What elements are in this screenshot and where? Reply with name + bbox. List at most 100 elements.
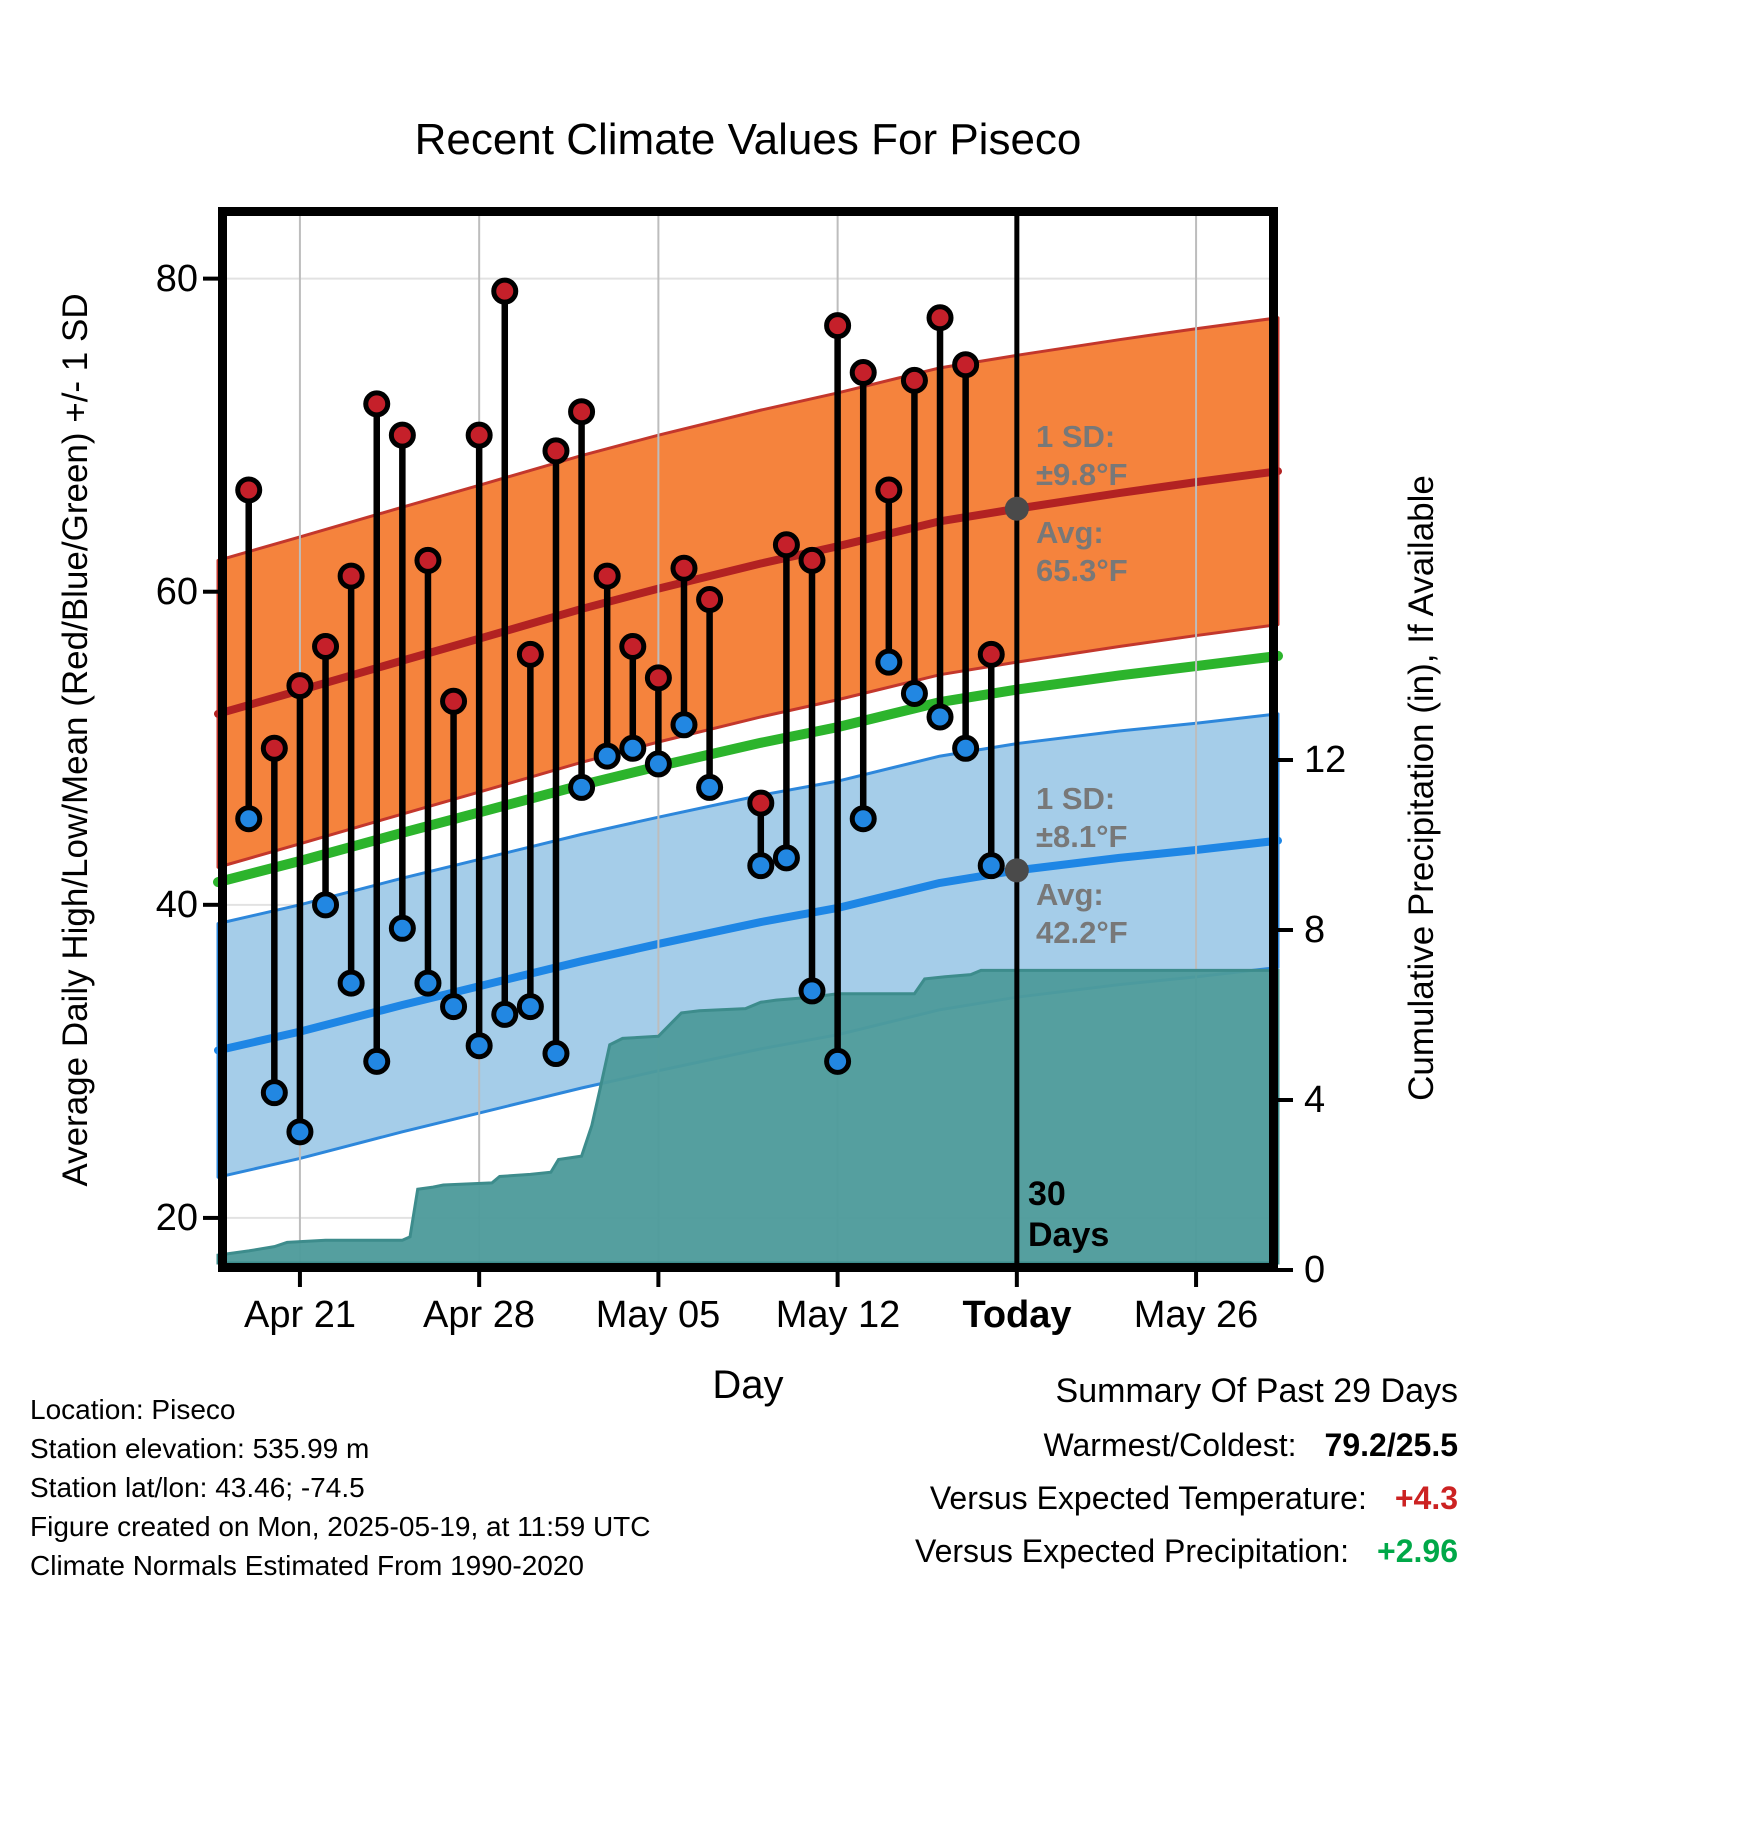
thirty-days-label: 30 Days (1028, 1175, 1110, 1254)
y-right-tick-4: 4 (1304, 1079, 1326, 1121)
warmest-coldest-value: 79.2/25.5 (1324, 1427, 1458, 1463)
climate-normals-note: Climate Normals Estimated From 1990-2020 (30, 1550, 584, 1581)
warmest-coldest-label: Warmest/Coldest: (1043, 1427, 1297, 1463)
vs-precipitation-label: Versus Expected Precipitation: (915, 1533, 1350, 1569)
daily-low-dot (235, 805, 263, 833)
daily-low-dot (900, 679, 928, 707)
daily-low-dot (465, 1032, 493, 1060)
daily-low-dot (875, 648, 903, 676)
daily-high-dot (465, 421, 493, 449)
y-right-tick-8: 8 (1304, 909, 1326, 951)
x-axis-label: Day (712, 1363, 784, 1407)
daily-high-dot (593, 562, 621, 590)
x-tick-apr28: Apr 28 (423, 1294, 535, 1336)
daily-high-dot (286, 672, 314, 700)
daily-high-dot (824, 312, 852, 340)
daily-low-dot (644, 750, 672, 778)
daily-low-dot (414, 969, 442, 997)
daily-low-dot (516, 993, 544, 1021)
daily-low-dot (670, 711, 698, 739)
daily-low-dot (619, 734, 647, 762)
summary-block: Summary Of Past 29 Days Warmest/Coldest:… (915, 1372, 1458, 1586)
x-tick-may12: May 12 (775, 1294, 901, 1336)
daily-high-dot (952, 351, 980, 379)
plot-border (218, 207, 1278, 1272)
y-left-tick-60: 60 (155, 571, 198, 613)
summary-row-warmest-coldest: Warmest/Coldest: 79.2/25.5 (915, 1427, 1458, 1464)
daily-high-dot (670, 554, 698, 582)
vs-temperature-value: +4.3 (1394, 1480, 1458, 1516)
daily-low-dot (824, 1047, 852, 1075)
daily-low-dot (568, 773, 596, 801)
daily-low-dot (747, 852, 775, 880)
y-left-tick-20: 20 (155, 1197, 198, 1239)
daily-high-dot (644, 664, 672, 692)
daily-low-dot (977, 852, 1005, 880)
daily-low-dot (952, 734, 980, 762)
y-left-tick-80: 80 (155, 258, 198, 300)
daily-high-dot (260, 734, 288, 762)
x-tick-may26: May 26 (1133, 1294, 1259, 1336)
daily-high-dot (875, 476, 903, 504)
daily-high-dot (235, 476, 263, 504)
daily-high-dot (849, 359, 877, 387)
daily-low-dot (312, 891, 340, 919)
daily-high-dot (926, 304, 954, 332)
daily-low-dot (926, 703, 954, 731)
daily-low-dot (798, 977, 826, 1005)
today-high-avg-marker (1004, 496, 1029, 521)
daily-high-dot (414, 546, 442, 574)
daily-high-dot (619, 633, 647, 661)
daily-low-dot (440, 993, 468, 1021)
x-tick-apr21: Apr 21 (244, 1294, 356, 1336)
daily-high-dot (696, 586, 724, 614)
high-avg-annotation: Avg: 65.3°F (1036, 515, 1128, 588)
daily-low-dot (286, 1118, 314, 1146)
chart-title: Recent Climate Values For Piseco (414, 115, 1082, 164)
daily-high-dot (388, 421, 416, 449)
daily-low-dot (696, 773, 724, 801)
x-tick-may05: May 05 (595, 1294, 721, 1336)
daily-high-dot (747, 789, 775, 817)
daily-high-dot (312, 633, 340, 661)
daily-low-dot (388, 914, 416, 942)
daily-high-dot (542, 437, 570, 465)
today-low-avg-marker (1004, 858, 1029, 883)
low-avg-line (214, 836, 1282, 1055)
y-right-tick-12: 12 (1304, 739, 1347, 781)
daily-low-dot (363, 1047, 391, 1075)
y-left-tick-40: 40 (155, 884, 198, 926)
daily-high-dot (491, 277, 519, 305)
daily-low-dot (849, 805, 877, 833)
summary-row-vs-temperature: Versus Expected Temperature: +4.3 (915, 1480, 1458, 1517)
daily-high-dot (440, 687, 468, 715)
y-axis-left-label: Average Daily High/Low/Mean (Red/Blue/Gr… (56, 293, 95, 1187)
daily-high-dot (516, 640, 544, 668)
daily-high-dot (363, 390, 391, 418)
station-elevation: Station elevation: 535.99 m (30, 1433, 370, 1464)
high-sd-annotation: 1 SD: ±9.8°F (1036, 419, 1128, 492)
summary-title: Summary Of Past 29 Days (1055, 1372, 1458, 1410)
station-location: Location: Piseco (30, 1394, 236, 1425)
y-right-tick-0: 0 (1304, 1249, 1326, 1291)
daily-high-dot (977, 640, 1005, 668)
precip-area (216, 968, 1280, 1265)
daily-low-dot (337, 969, 365, 997)
daily-high-dot (772, 531, 800, 559)
summary-row-vs-precipitation: Versus Expected Precipitation: +2.96 (915, 1533, 1458, 1570)
daily-high-dot (337, 562, 365, 590)
daily-high-dot (798, 546, 826, 574)
daily-low-dot (593, 742, 621, 770)
daily-high-dot (900, 366, 928, 394)
daily-low-dot (260, 1079, 288, 1107)
station-info-block: Location: Piseco Station elevation: 535.… (30, 1390, 651, 1585)
vs-precipitation-value: +2.96 (1377, 1533, 1458, 1569)
station-latlon: Station lat/lon: 43.46; -74.5 (30, 1472, 365, 1503)
vs-temperature-label: Versus Expected Temperature: (929, 1480, 1367, 1516)
x-tick-today: Today (962, 1294, 1072, 1336)
daily-low-dot (772, 844, 800, 872)
daily-low-dot (542, 1040, 570, 1068)
low-avg-annotation: Avg: 42.2°F (1036, 877, 1128, 950)
